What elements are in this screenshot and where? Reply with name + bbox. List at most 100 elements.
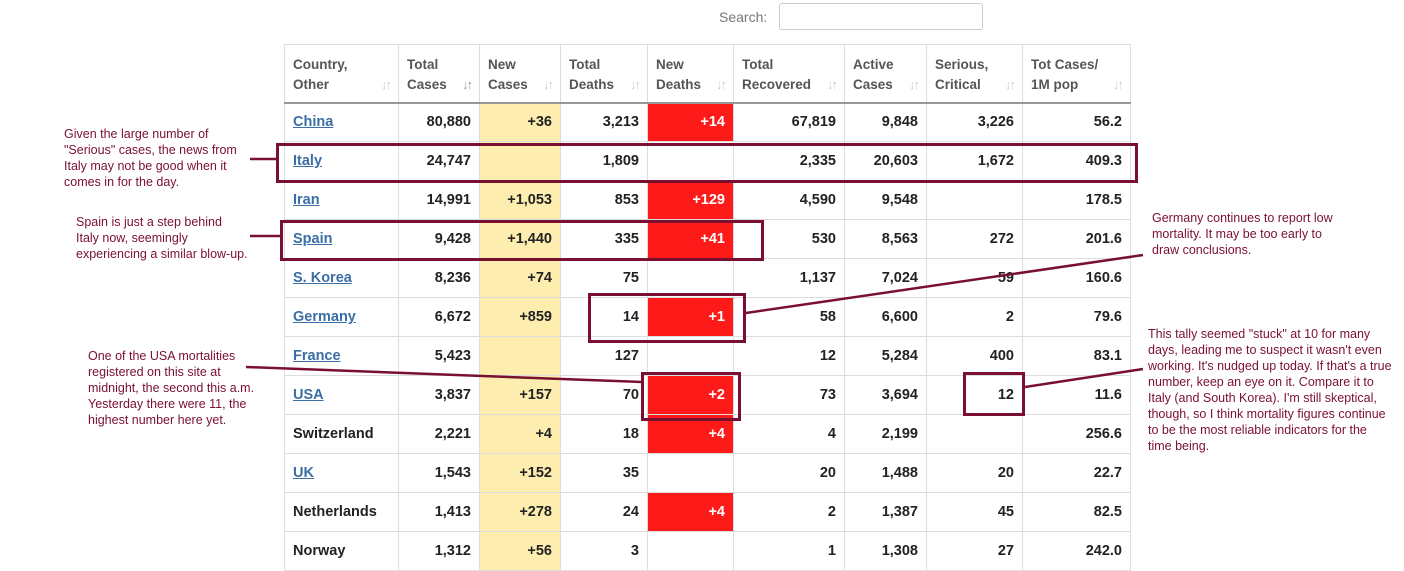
- table-row: China 80,880 +36 3,213 +14 67,819 9,848 3,226 56…: [284, 102, 1131, 142]
- new-cases-cell: [479, 336, 561, 376]
- table-row: Italy 24,747 1,809 2,335 20,603 1,672 409.3: [284, 141, 1131, 181]
- active-cases-cell: 20,603: [844, 141, 927, 181]
- per-million-cell: 83.1: [1022, 336, 1131, 376]
- new-deaths-cell: +129: [647, 180, 734, 220]
- table-row: S. Korea 8,236 +74 75 1,137 7,024 59 160.6: [284, 258, 1131, 298]
- country-name: Switzerland: [293, 426, 374, 442]
- active-cases-cell: 7,024: [844, 258, 927, 298]
- spain-row-highlight: [280, 220, 764, 261]
- total-cases-cell: 2,221: [398, 414, 480, 454]
- country-cell: Netherlands: [284, 492, 399, 532]
- country-name: Netherlands: [293, 504, 377, 520]
- italy-annotation: Given the large number of "Serious" case…: [64, 127, 237, 189]
- new-deaths-cell: +4: [647, 492, 734, 532]
- sort-desc-icon[interactable]: ↓↑: [462, 77, 473, 92]
- active-cases-cell: 3,694: [844, 375, 927, 415]
- column-header-label: Tot Cases/ 1M pop: [1031, 57, 1099, 92]
- total-cases-cell: 3,837: [398, 375, 480, 415]
- column-header-label: Country, Other: [293, 57, 348, 92]
- sort-icon[interactable]: ↓↑: [1005, 77, 1016, 92]
- total-cases-cell: 6,672: [398, 297, 480, 337]
- column-header-total-deaths[interactable]: Total Deaths ↓↑: [560, 44, 648, 104]
- country-link[interactable]: S. Korea: [293, 270, 352, 286]
- active-cases-cell: 2,199: [844, 414, 927, 454]
- column-header-new-deaths[interactable]: New Deaths ↓↑: [647, 44, 734, 104]
- new-cases-cell: +859: [479, 297, 561, 337]
- sort-icon[interactable]: ↓↑: [381, 77, 392, 92]
- per-million-cell: 409.3: [1022, 141, 1131, 181]
- column-header-cases-per-million[interactable]: Tot Cases/ 1M pop ↓↑: [1022, 44, 1131, 104]
- country-name: Norway: [293, 543, 346, 559]
- serious-annotation: This tally seemed "stuck" at 10 for many…: [1148, 327, 1392, 453]
- sort-icon[interactable]: ↓↑: [630, 77, 641, 92]
- total-recovered-cell: 2,335: [733, 141, 845, 181]
- total-recovered-cell: 73: [733, 375, 845, 415]
- sort-icon[interactable]: ↓↑: [909, 77, 920, 92]
- search-label: Search:: [719, 9, 768, 25]
- new-cases-cell: +74: [479, 258, 561, 298]
- total-cases-cell: 9,428: [398, 219, 480, 259]
- serious-cell: 45: [926, 492, 1023, 532]
- total-deaths-cell: 3,213: [560, 102, 648, 142]
- sort-icon[interactable]: ↓↑: [1113, 77, 1124, 92]
- sort-icon[interactable]: ↓↑: [543, 77, 554, 92]
- country-link[interactable]: Italy: [293, 153, 323, 169]
- per-million-cell: 82.5: [1022, 492, 1131, 532]
- serious-cell: 3,226: [926, 102, 1023, 142]
- country-link[interactable]: Germany: [293, 309, 356, 325]
- table-row: USA 3,837 +157 70 +2 73 3,694 12 11.6: [284, 375, 1131, 415]
- country-cell: China: [284, 102, 399, 142]
- new-deaths-cell: [647, 453, 734, 493]
- germany-deaths-highlight: [588, 293, 746, 343]
- new-cases-cell: +36: [479, 102, 561, 142]
- country-link[interactable]: UK: [293, 465, 314, 481]
- sort-icon[interactable]: ↓↑: [827, 77, 838, 92]
- active-cases-cell: 1,387: [844, 492, 927, 532]
- column-header-active-cases[interactable]: Active Cases ↓↑: [844, 44, 927, 104]
- new-deaths-cell: +1: [647, 297, 734, 337]
- per-million-cell: 201.6: [1022, 219, 1131, 259]
- sort-icon[interactable]: ↓↑: [716, 77, 727, 92]
- total-cases-cell: 24,747: [398, 141, 480, 181]
- serious-cell: 400: [926, 336, 1023, 376]
- new-cases-cell: +152: [479, 453, 561, 493]
- per-million-cell: 56.2: [1022, 102, 1131, 142]
- total-deaths-cell: 24: [560, 492, 648, 532]
- column-header-label: Total Cases: [407, 57, 447, 92]
- total-cases-cell: 80,880: [398, 102, 480, 142]
- per-million-cell: 256.6: [1022, 414, 1131, 454]
- country-link[interactable]: Iran: [293, 192, 320, 208]
- country-link[interactable]: China: [293, 114, 334, 131]
- column-header-new-cases[interactable]: New Cases ↓↑: [479, 44, 561, 104]
- table-row: Germany 6,672 +859 14 +1 58 6,600 2 79.6: [284, 297, 1131, 337]
- column-header-label: New Deaths: [656, 57, 702, 92]
- usa-serious-highlight: [963, 372, 1025, 416]
- active-cases-cell: 5,284: [844, 336, 927, 376]
- country-cell: UK: [284, 453, 399, 493]
- column-header-serious-critical[interactable]: Serious, Critical ↓↑: [926, 44, 1023, 104]
- new-cases-cell: +4: [479, 414, 561, 454]
- column-header-label: Active Cases: [853, 57, 894, 92]
- column-header-label: Total Recovered: [742, 57, 812, 92]
- serious-cell: 12: [926, 375, 1023, 415]
- search-input[interactable]: [779, 3, 983, 30]
- column-header-total-recovered[interactable]: Total Recovered ↓↑: [733, 44, 845, 104]
- spain-annotation: Spain is just a step behind Italy now, s…: [76, 215, 248, 261]
- active-cases-cell: 6,600: [844, 297, 927, 337]
- per-million-cell: 22.7: [1022, 453, 1131, 493]
- active-cases-cell: 9,848: [844, 102, 927, 142]
- new-deaths-cell: +14: [647, 102, 734, 142]
- total-recovered-cell: 2: [733, 492, 845, 532]
- new-deaths-cell: +41: [647, 219, 734, 259]
- country-link[interactable]: USA: [293, 387, 324, 403]
- annotation-connector-lines: [245, 157, 1144, 389]
- total-recovered-cell: 4: [733, 414, 845, 454]
- new-cases-cell: [479, 141, 561, 181]
- new-cases-cell: +1,440: [479, 219, 561, 259]
- country-link[interactable]: France: [293, 348, 341, 364]
- germany-annotation: Germany continues to report low mortalit…: [1152, 211, 1333, 257]
- usa-new-deaths-highlight: [641, 372, 741, 421]
- country-link[interactable]: Spain: [293, 231, 333, 247]
- column-header-country[interactable]: Country, Other ↓↑: [284, 44, 399, 104]
- country-cell: S. Korea: [284, 258, 399, 298]
